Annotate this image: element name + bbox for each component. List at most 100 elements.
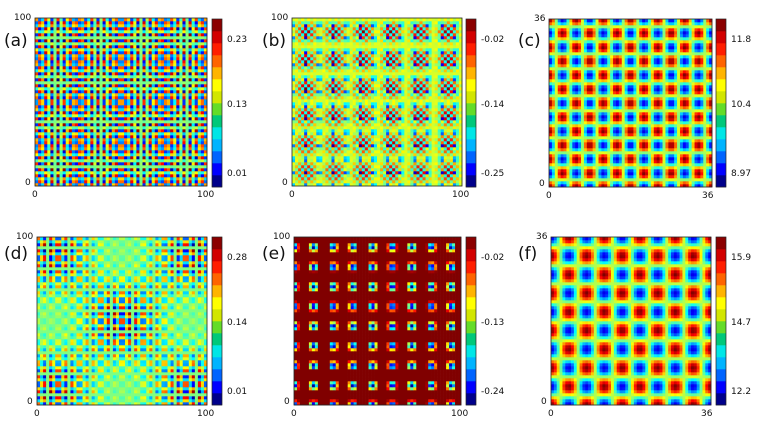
heatmap-cell (78, 132, 82, 136)
heatmap-cell (41, 48, 45, 52)
heatmap-cell (151, 39, 156, 43)
heatmap-cell (361, 108, 366, 112)
heatmap-cell (361, 120, 366, 124)
heatmap-cell (173, 180, 177, 184)
heatmap-cell (167, 177, 171, 181)
heatmap-cell (179, 114, 183, 118)
heatmap-cell (458, 90, 463, 94)
heatmap-cell (301, 165, 305, 169)
heatmap-cell (164, 105, 168, 109)
heatmap-cell (440, 117, 445, 121)
heatmap-cell (124, 93, 128, 97)
heatmap-cell (410, 96, 414, 100)
heatmap-cell (182, 72, 186, 76)
heatmap-cell (117, 132, 122, 136)
heatmap-cell (191, 129, 196, 133)
heatmap-cell (53, 108, 57, 112)
heatmap-cell (50, 27, 54, 31)
heatmap-cell (349, 180, 354, 184)
heatmap-cell (102, 27, 106, 31)
heatmap-cell (370, 87, 375, 91)
heatmap-cell (410, 102, 414, 106)
heatmap-cell (151, 132, 156, 136)
heatmap-cell (127, 24, 131, 28)
heatmap-cell (84, 72, 88, 76)
heatmap-cell (173, 45, 177, 49)
heatmap-cell (188, 93, 192, 97)
heatmap-cell (383, 171, 387, 175)
heatmap-cell (179, 129, 183, 133)
heatmap-cell (96, 171, 100, 175)
heatmap-cell (99, 24, 103, 28)
heatmap-cell (145, 18, 149, 22)
heatmap-cell (364, 87, 369, 91)
heatmap-cell (145, 60, 149, 64)
heatmap-cell (53, 156, 57, 160)
heatmap-cell (47, 150, 51, 154)
heatmap-cell (65, 171, 70, 175)
heatmap-cell (170, 123, 174, 127)
heatmap-cell (90, 108, 94, 112)
heatmap-cell (136, 69, 140, 73)
heatmap-cell (373, 102, 378, 106)
heatmap-cell (422, 87, 426, 91)
heatmap-cell (325, 117, 329, 121)
heatmap-cell (102, 108, 106, 112)
heatmap-cell (90, 18, 94, 22)
heatmap-cell (295, 99, 299, 103)
heatmap-cell (401, 168, 405, 172)
heatmap-cell (164, 174, 168, 178)
heatmap-cell (114, 105, 119, 109)
heatmap-cell (47, 39, 51, 43)
heatmap-cell (383, 144, 387, 148)
heatmap-cell (148, 93, 153, 97)
heatmap-cell (386, 132, 390, 136)
heatmap-cell (346, 117, 350, 121)
heatmap-cell (452, 144, 457, 148)
heatmap-cell (173, 63, 177, 67)
heatmap-cell (44, 63, 48, 67)
heatmap-cell (182, 21, 186, 25)
heatmap-cell (53, 33, 57, 37)
heatmap-cell (200, 123, 205, 127)
heatmap-cell (90, 159, 94, 163)
heatmap-cell (65, 156, 70, 160)
heatmap-cell (307, 141, 311, 145)
heatmap-cell (127, 156, 131, 160)
heatmap-cell (160, 105, 165, 109)
heatmap-cell (188, 30, 192, 34)
heatmap-cell (370, 117, 375, 121)
heatmap-cell (50, 63, 54, 67)
colorbar-segment (212, 19, 222, 32)
heatmap-cell (148, 39, 153, 43)
heatmap-cell (96, 57, 100, 61)
heatmap-cell (38, 75, 42, 79)
heatmap-cell (74, 174, 79, 178)
heatmap-cell (78, 168, 82, 172)
heatmap-cell (44, 42, 48, 46)
heatmap-cell (440, 111, 445, 115)
heatmap-cell (167, 54, 171, 58)
heatmap-cell (458, 171, 463, 175)
heatmap-cell (99, 114, 103, 118)
heatmap-cell (440, 162, 445, 166)
heatmap-cell (404, 177, 408, 181)
heatmap-cell (401, 183, 405, 187)
colorbar-segment (212, 163, 222, 176)
heatmap-cell (182, 114, 186, 118)
heatmap-cell (117, 72, 122, 76)
heatmap-cell (182, 42, 186, 46)
heatmap-cell (404, 150, 408, 154)
heatmap-cell (87, 96, 91, 100)
heatmap-cell (81, 21, 85, 25)
heatmap-cell (182, 99, 186, 103)
heatmap-cell (111, 30, 116, 34)
heatmap-cell (413, 87, 417, 91)
heatmap-cell (151, 84, 156, 88)
heatmap-cell (87, 126, 91, 130)
heatmap-cell (373, 114, 378, 118)
heatmap-cell (93, 141, 97, 145)
heatmap-cell (56, 147, 60, 151)
heatmap-cell (328, 120, 332, 124)
heatmap-cell (367, 174, 372, 178)
